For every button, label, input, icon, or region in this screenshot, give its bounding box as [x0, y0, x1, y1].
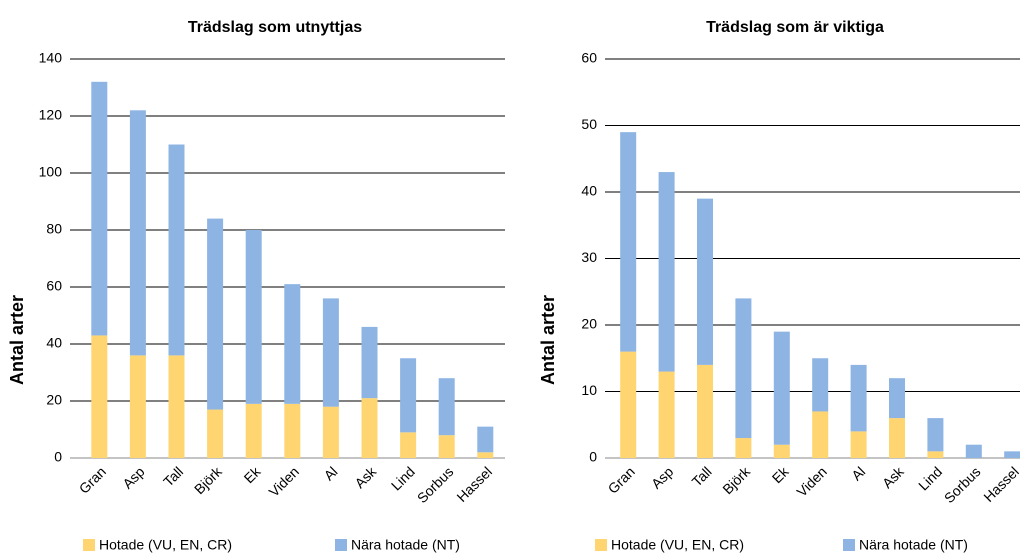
bar-segment [735, 298, 752, 439]
bar-segment [438, 378, 455, 436]
bar-segment [168, 144, 185, 356]
bar-segment [812, 411, 829, 458]
bar-segment [91, 335, 108, 458]
x-tick-label: Sorbus [414, 463, 457, 506]
bar-segment [658, 371, 675, 458]
bar-segment [658, 172, 675, 372]
x-tick-label: Sorbus [941, 463, 984, 506]
bar-segment [361, 326, 378, 399]
x-tick-label: Tall [689, 463, 715, 489]
bar-segment [773, 444, 790, 458]
bar-segment [735, 438, 752, 458]
y-axis-label: Antal arter [7, 295, 27, 385]
bar-segment [850, 431, 867, 458]
x-tick-label: Asp [119, 463, 148, 492]
bar-segment [361, 398, 378, 458]
bar-segment [438, 435, 455, 458]
bar-segment [477, 452, 494, 458]
bar-segment [927, 418, 944, 452]
bar-segment [207, 409, 224, 458]
bar-segment [620, 132, 637, 352]
y-tick-label: 20 [46, 392, 62, 408]
bar-segment [168, 355, 185, 458]
x-tick-label: Viden [793, 463, 829, 499]
x-tick-label: Al [848, 463, 868, 483]
bar-segment [773, 331, 790, 445]
y-tick-label: 40 [46, 335, 62, 351]
x-tick-label: Tall [160, 463, 186, 489]
bar-segment [129, 110, 146, 356]
y-tick-label: 50 [581, 116, 597, 132]
bar-segment [889, 418, 905, 458]
bar-segment [400, 358, 417, 433]
bar-segment [207, 218, 224, 410]
bar-segment [284, 403, 301, 458]
y-tick-label: 80 [46, 221, 62, 237]
y-tick-label: 40 [581, 183, 597, 199]
bar-segment [850, 364, 867, 432]
x-tick-label: Ask [879, 463, 908, 492]
y-tick-label: 100 [39, 164, 63, 180]
x-tick-label: Gran [76, 463, 109, 496]
legend-swatch [595, 539, 607, 551]
bar-segment [620, 351, 637, 458]
bar-segment [477, 426, 494, 453]
x-tick-label: Björk [719, 463, 754, 498]
bar-segment [927, 451, 944, 458]
x-tick-label: Viden [266, 463, 302, 499]
x-tick-label: Hassel [453, 463, 495, 505]
y-axis-label: Antal arter [538, 295, 558, 385]
x-tick-label: Lind [915, 463, 945, 493]
bar-segment [697, 198, 713, 365]
bar-segment [400, 432, 417, 458]
legend-label: Nära hotade (NT) [351, 537, 460, 553]
y-tick-label: 30 [581, 249, 597, 265]
bar-segment [1004, 451, 1020, 458]
legend-label: Hotade (VU, EN, CR) [611, 537, 744, 553]
y-tick-label: 140 [39, 50, 63, 66]
y-tick-label: 120 [39, 107, 63, 123]
x-tick-label: Ask [351, 463, 380, 492]
x-tick-label: Ek [769, 463, 793, 487]
y-tick-label: 60 [46, 278, 62, 294]
bar-segment [322, 298, 339, 407]
x-tick-label: Hassel [980, 463, 1020, 505]
chart: Trädslag som är viktiga Antal arter 0 10 20 3… [538, 19, 1020, 553]
legend-label: Hotade (VU, EN, CR) [99, 537, 232, 553]
y-tick-label: 10 [581, 382, 597, 398]
x-tick-label: Asp [648, 463, 677, 492]
y-tick-label: 20 [581, 316, 597, 332]
chart: Trädslag som utnyttjas Antal arter 0 20 40 60… [7, 19, 505, 553]
legend-swatch [843, 539, 855, 551]
chart-title: Trädslag som utnyttjas [188, 19, 362, 36]
bar-segment [245, 403, 262, 458]
bar-segment [284, 284, 301, 404]
y-tick-label: 60 [581, 50, 597, 66]
legend-swatch [83, 539, 95, 551]
bar-segment [245, 230, 262, 404]
chart-title: Trädslag som är viktiga [706, 19, 884, 36]
bar-segment [812, 358, 829, 412]
bar-segment [129, 355, 146, 458]
y-tick-label: 0 [589, 449, 597, 465]
legend-swatch [335, 539, 347, 551]
bar-segment [889, 378, 905, 419]
x-tick-label: Lind [388, 463, 418, 493]
bar-segment [322, 406, 339, 458]
x-tick-label: Al [321, 463, 341, 483]
bar-segment [697, 364, 713, 458]
legend-label: Nära hotade (NT) [859, 537, 968, 553]
y-tick-label: 0 [54, 449, 62, 465]
x-tick-label: Gran [605, 463, 638, 496]
x-tick-label: Björk [191, 463, 226, 498]
bar-segment [91, 81, 108, 336]
x-tick-label: Ek [241, 463, 265, 487]
bar-segment [965, 444, 982, 458]
